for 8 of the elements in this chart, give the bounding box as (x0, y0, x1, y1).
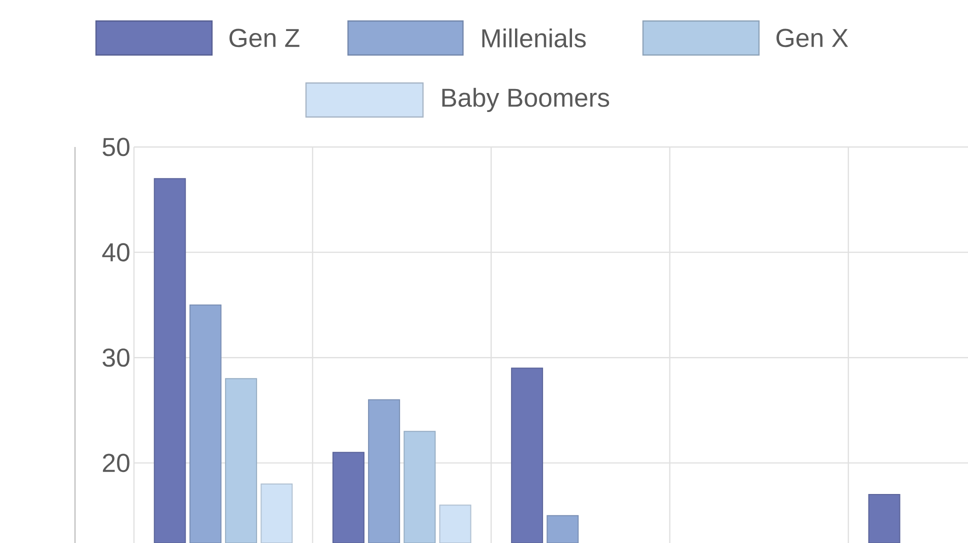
y-tick-label: 40 (102, 243, 130, 262)
legend-label: Gen Z (230, 28, 300, 48)
y-tick-label: 50 (102, 138, 130, 156)
y-tick-label: 30 (102, 348, 130, 367)
legend-label: Baby Boomers (442, 88, 610, 112)
legend-label: Gen X (776, 28, 848, 48)
legend-label: Millenials (482, 28, 586, 48)
y-tick-label: 20 (102, 454, 130, 472)
